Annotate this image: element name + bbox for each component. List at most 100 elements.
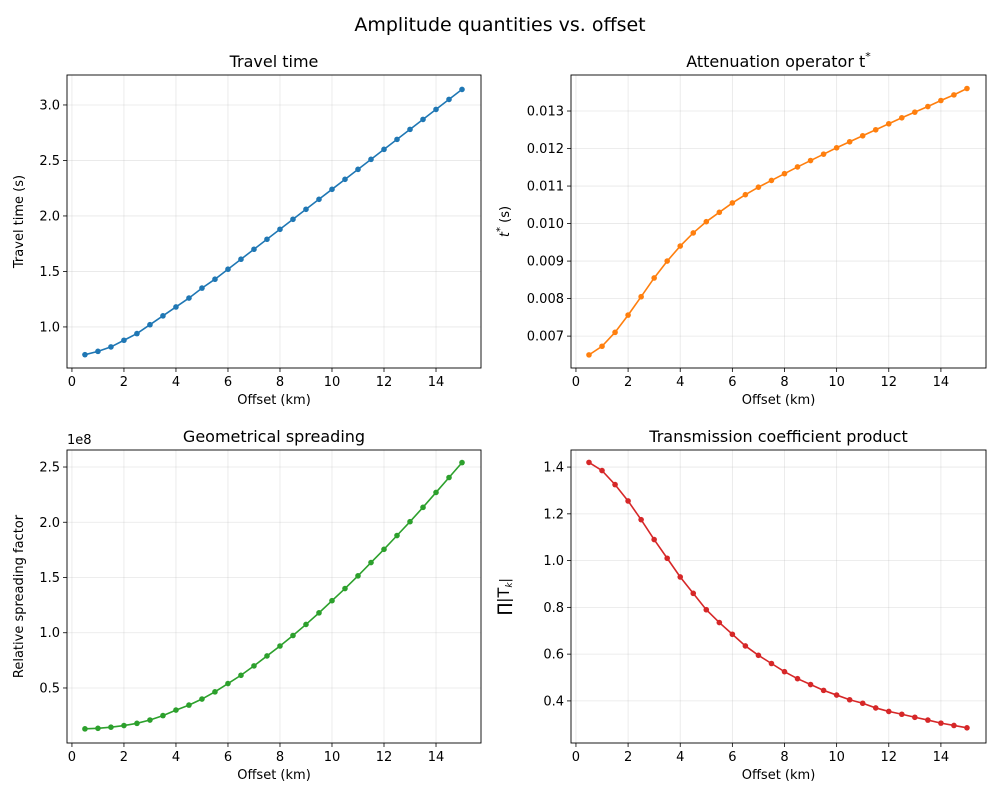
data-point (134, 330, 140, 337)
data-point (599, 343, 605, 350)
y-tick-label: 0.008 (527, 292, 564, 307)
data-point (186, 295, 192, 301)
data-point (885, 120, 892, 127)
x-tick-label: 10 (828, 375, 845, 390)
data-point (316, 610, 322, 616)
y-tick-label: 0.010 (527, 217, 564, 232)
x-tick-label: 0 (68, 750, 76, 765)
x-tick-label: 8 (276, 375, 284, 390)
y-tick-label: 0.5 (39, 681, 60, 696)
axes-frame (570, 449, 987, 744)
data-point (768, 177, 775, 184)
data-point (599, 467, 605, 474)
data-point (95, 348, 101, 355)
data-point (264, 236, 270, 243)
y-tick-label: 2.0 (39, 516, 60, 531)
data-point (277, 226, 283, 233)
ylabel-product: ∏|T (494, 587, 513, 615)
data-point (755, 184, 762, 190)
x-tick-label: 14 (428, 750, 445, 765)
data-point (95, 725, 101, 732)
y-axis-label: Relative spreading factor (12, 514, 27, 678)
data-point (251, 663, 257, 669)
series-line (588, 461, 968, 729)
data-point (664, 555, 670, 562)
x-tick-label: 12 (376, 750, 393, 765)
data-point (794, 164, 801, 170)
data-point (625, 312, 631, 318)
y-tick-label: 1.2 (543, 507, 564, 522)
data-point (238, 672, 244, 679)
x-tick-label: 12 (880, 750, 897, 765)
data-point (264, 653, 270, 659)
subplot-4: 0 2 4 6 8 10 12 14 0.4 0.6 0.8 1.0 1.2 1.4 Transmissio… (494, 427, 987, 783)
data-point (872, 126, 879, 133)
data-point (781, 170, 788, 177)
x-tick-label: 14 (933, 750, 950, 765)
x-tick-label: 4 (676, 750, 684, 765)
x-tick-label: 10 (828, 750, 845, 765)
data-point (420, 116, 426, 123)
data-point (964, 725, 970, 731)
series-line (588, 87, 968, 356)
data-point (82, 351, 88, 358)
series-line (84, 88, 463, 356)
data-point (742, 191, 749, 198)
x-tick-label: 14 (933, 375, 950, 390)
y-tick-label: 3.0 (39, 98, 60, 113)
data-point (925, 717, 931, 723)
x-axis-label: Offset (km) (237, 393, 311, 408)
data-point (394, 136, 400, 143)
data-point (420, 504, 426, 511)
data-point (742, 643, 749, 649)
data-point (186, 702, 192, 708)
data-point (807, 681, 814, 688)
data-point (212, 276, 218, 283)
data-point (677, 243, 684, 249)
data-point (872, 705, 879, 711)
x-tick-label: 0 (572, 375, 580, 390)
data-point (303, 206, 309, 213)
data-point (173, 707, 179, 713)
data-point (703, 218, 710, 225)
y-axis-label: t* (s) (495, 206, 513, 237)
y-tick-label: 0.6 (543, 648, 564, 663)
data-point (368, 156, 374, 163)
data-point (238, 256, 244, 263)
data-point (625, 498, 631, 504)
data-point (173, 304, 179, 310)
y-tick-label: 2.0 (39, 209, 60, 224)
data-point (951, 722, 957, 729)
x-tick-label: 6 (728, 750, 736, 765)
x-tick-label: 12 (376, 375, 393, 390)
data-point (342, 176, 348, 183)
data-point (586, 352, 592, 358)
data-point (160, 712, 166, 719)
axes-frame (66, 74, 482, 369)
data-point (638, 516, 644, 523)
x-tick-label: 0 (68, 375, 76, 390)
data-point (885, 708, 892, 715)
data-point (820, 687, 827, 694)
y-axis-label: Travel time (s) (12, 175, 27, 269)
data-point (199, 696, 205, 702)
data-point (316, 196, 322, 203)
data-point (859, 132, 866, 139)
data-point (912, 109, 918, 115)
data-point (290, 632, 296, 639)
ylabel-sub: k (505, 582, 515, 588)
data-point (703, 606, 710, 613)
y-tick-label: 1.5 (39, 265, 60, 280)
data-point (729, 200, 736, 206)
data-point (638, 293, 644, 300)
data-point (899, 711, 905, 718)
data-point (612, 481, 618, 488)
subplot-title: Geometrical spreading (183, 427, 365, 446)
data-point (381, 546, 387, 553)
subplot-3: 0 2 4 6 8 10 12 14 0.5 1.0 1.5 2.0 2.5 Geometrical sp… (12, 427, 482, 783)
data-point (846, 696, 853, 703)
data-point (459, 86, 465, 93)
data-point (690, 230, 697, 236)
title-text: Attenuation operator t (686, 52, 865, 71)
data-point (677, 574, 684, 580)
